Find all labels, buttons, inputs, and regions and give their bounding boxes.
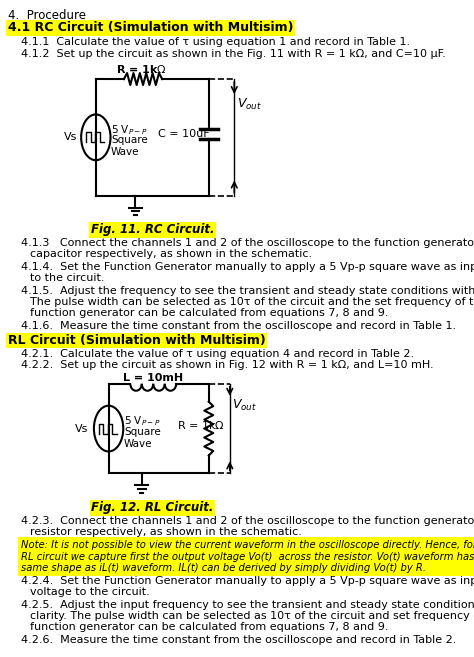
Text: 4.2.5.  Adjust the input frequency to see the transient and steady state conditi: 4.2.5. Adjust the input frequency to see… bbox=[20, 600, 474, 610]
Text: Wave: Wave bbox=[124, 438, 153, 449]
Text: Note: It is not possible to view the current waveform in the oscilloscope direct: Note: It is not possible to view the cur… bbox=[20, 540, 474, 574]
Text: 4.1.5.  Adjust the frequency to see the transient and steady state conditions wi: 4.1.5. Adjust the frequency to see the t… bbox=[20, 286, 474, 296]
Text: 4.1.4.  Set the Function Generator manually to apply a 5 Vp-p square wave as inp: 4.1.4. Set the Function Generator manual… bbox=[20, 262, 474, 272]
Text: 4.1.1  Calculate the value of τ using equation 1 and record in Table 1.: 4.1.1 Calculate the value of τ using equ… bbox=[20, 37, 410, 47]
Text: Square: Square bbox=[124, 426, 161, 437]
Text: Fig. 11. RC Circuit.: Fig. 11. RC Circuit. bbox=[91, 223, 214, 237]
Text: R = 1k$\Omega$: R = 1k$\Omega$ bbox=[177, 419, 225, 430]
Text: 4.1.3   Connect the channels 1 and 2 of the oscilloscope to the function generat: 4.1.3 Connect the channels 1 and 2 of th… bbox=[20, 238, 474, 248]
Text: function generator can be calculated from equations 7, 8 and 9.: function generator can be calculated fro… bbox=[30, 622, 389, 632]
Text: Wave: Wave bbox=[111, 147, 140, 157]
Text: Fig. 12. RL Circuit.: Fig. 12. RL Circuit. bbox=[91, 501, 214, 514]
Text: 5 V$_{P-P}$: 5 V$_{P-P}$ bbox=[124, 415, 161, 428]
Text: 4.2.2.  Set up the circuit as shown in Fig. 12 with R = 1 kΩ, and L=10 mH.: 4.2.2. Set up the circuit as shown in Fi… bbox=[20, 360, 433, 370]
Text: resistor respectively, as shown in the schematic.: resistor respectively, as shown in the s… bbox=[30, 527, 302, 537]
Text: 4.2.4.  Set the Function Generator manually to apply a 5 Vp-p square wave as inp: 4.2.4. Set the Function Generator manual… bbox=[20, 576, 474, 586]
Text: 4.2.1.  Calculate the value of τ using equation 4 and record in Table 2.: 4.2.1. Calculate the value of τ using eq… bbox=[20, 349, 414, 359]
Text: 5 V$_{P-P}$: 5 V$_{P-P}$ bbox=[111, 124, 148, 137]
Text: C = 10uF: C = 10uF bbox=[158, 129, 210, 139]
Text: $V_{out}$: $V_{out}$ bbox=[232, 397, 257, 413]
Text: 4.2.3.  Connect the channels 1 and 2 of the oscilloscope to the function generat: 4.2.3. Connect the channels 1 and 2 of t… bbox=[20, 516, 474, 526]
Text: 4.1.2  Set up the circuit as shown in the Fig. 11 with R = 1 kΩ, and C=10 μF.: 4.1.2 Set up the circuit as shown in the… bbox=[20, 49, 446, 59]
Text: The pulse width can be selected as 10τ of the circuit and the set frequency of t: The pulse width can be selected as 10τ o… bbox=[30, 297, 474, 307]
Text: $V_{out}$: $V_{out}$ bbox=[237, 97, 262, 112]
Text: voltage to the circuit.: voltage to the circuit. bbox=[30, 587, 150, 597]
Text: function generator can be calculated from equations 7, 8 and 9.: function generator can be calculated fro… bbox=[30, 308, 389, 318]
Text: Vs: Vs bbox=[64, 132, 77, 143]
Text: capacitor respectively, as shown in the schematic.: capacitor respectively, as shown in the … bbox=[30, 250, 312, 260]
Text: 4.1.6.  Measure the time constant from the oscilloscope and record in Table 1.: 4.1.6. Measure the time constant from th… bbox=[20, 321, 456, 331]
Text: RL Circuit (Simulation with Multisim): RL Circuit (Simulation with Multisim) bbox=[8, 334, 265, 347]
Text: 4.  Procedure: 4. Procedure bbox=[8, 9, 86, 22]
Text: Vs: Vs bbox=[75, 424, 88, 434]
Text: to the circuit.: to the circuit. bbox=[30, 273, 105, 283]
Text: 4.2.6.  Measure the time constant from the oscilloscope and record in Table 2.: 4.2.6. Measure the time constant from th… bbox=[20, 635, 456, 645]
Text: R = 1k$\Omega$: R = 1k$\Omega$ bbox=[117, 63, 167, 75]
Text: clarity. The pulse width can be selected as 10τ of the circuit and set frequency: clarity. The pulse width can be selected… bbox=[30, 611, 474, 621]
Text: Square: Square bbox=[111, 135, 148, 145]
Text: L = 10mH: L = 10mH bbox=[123, 373, 182, 383]
Text: 4.1 RC Circuit (Simulation with Multisim): 4.1 RC Circuit (Simulation with Multisim… bbox=[8, 21, 293, 34]
